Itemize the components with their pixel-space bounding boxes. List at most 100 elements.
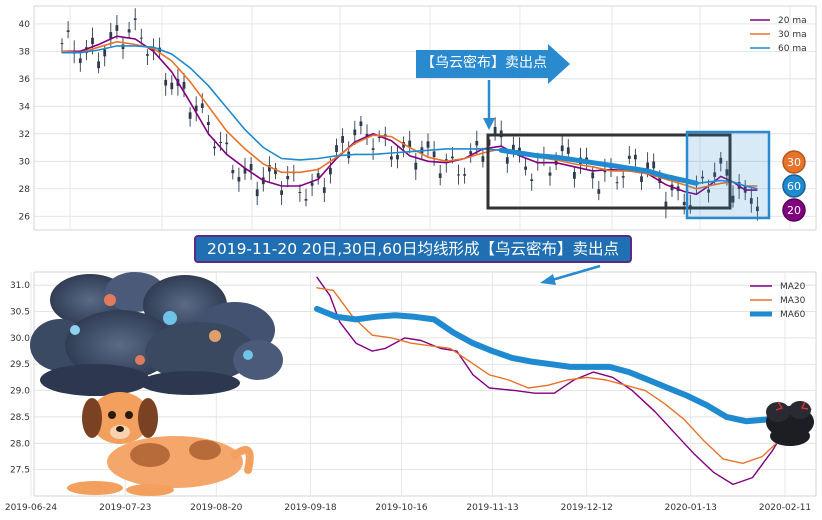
bottom-x-tick: 2019-09-18 [284, 503, 337, 513]
legend-ma20: MA20 [780, 282, 806, 292]
storm-cloud-illustration [30, 272, 283, 396]
candle-body [249, 164, 253, 171]
candle-body [109, 32, 113, 39]
candle-body [756, 206, 759, 212]
candle-body [310, 182, 314, 186]
candle-body [719, 157, 723, 164]
bottom-x-tick: 2019-10-16 [375, 503, 428, 513]
bottom-y-tick-labels: 27.5 28.0 28.5 29.0 29.5 30.0 30.5 31.0 [10, 281, 30, 475]
candle-body [396, 154, 399, 160]
top-y-tick: 40 [19, 20, 31, 30]
signal-banner: 2019-11-20 20日,30日,60日均线形成【乌云密布】卖出点 [194, 235, 632, 263]
dog-illustration [67, 392, 254, 496]
candle-body [451, 156, 454, 159]
bottom-y-tick: 29.5 [10, 360, 30, 370]
candle-body [164, 79, 168, 86]
candle-body [682, 201, 686, 206]
legend-ma30: MA30 [780, 296, 806, 306]
candle-body [438, 173, 442, 178]
top-y-tick: 32 [19, 130, 30, 140]
candle-body [701, 176, 704, 179]
candle-body [530, 179, 534, 182]
candle-body [566, 147, 570, 154]
bottom-legend: MA20 MA30 MA60 [750, 282, 806, 320]
candle-body [322, 187, 326, 193]
candle-body [634, 154, 637, 160]
candle-body [60, 43, 64, 45]
candle-body [518, 147, 521, 153]
top-y-tick: 30 [19, 157, 31, 167]
candle-body [615, 182, 619, 184]
candle-body [475, 140, 479, 146]
candle-body [243, 167, 247, 174]
candle-body [316, 173, 320, 178]
candle-body [383, 134, 387, 137]
sell-signal-arrow [416, 44, 570, 84]
bottom-x-tick: 2020-02-11 [759, 503, 811, 513]
legend-30ma: 30 ma [778, 30, 807, 40]
candle-body [341, 136, 344, 143]
candle-body [255, 189, 259, 197]
candle-body [207, 121, 210, 126]
bottom-ma-lines [314, 276, 812, 486]
candle-body [640, 176, 643, 182]
top-y-tick: 36 [19, 75, 31, 85]
candle-body [97, 61, 100, 69]
legend-20ma: 20 ma [778, 16, 807, 26]
badge-30: 30 [787, 156, 801, 169]
candle-body [115, 25, 119, 31]
candle-body [188, 112, 192, 119]
top-y-tick: 34 [19, 102, 31, 112]
candle-body [560, 145, 564, 152]
candle-body [219, 141, 222, 143]
candle-body [371, 148, 375, 150]
arrow-label: 【乌云密布】卖出点 [421, 55, 547, 71]
candle-body [231, 169, 235, 174]
down-pointer-arrow [483, 80, 495, 130]
bottom-x-tick: 2020-01-13 [665, 503, 717, 513]
candle-body [390, 156, 393, 160]
bottom-y-tick: 27.5 [10, 466, 30, 476]
bottom-ma-panel: 27.5 28.0 28.5 29.0 29.5 30.0 30.5 31.0 2019-06… [5, 264, 817, 513]
candle-body [713, 172, 717, 177]
candle-body [621, 176, 625, 178]
candle-body [658, 176, 662, 184]
bottom-x-tick: 2019-11-13 [466, 503, 518, 513]
bottom-x-tick: 2019-12-12 [561, 503, 613, 513]
candle-body [731, 195, 735, 203]
top-legend: 20 ma 30 ma 60 ma [750, 16, 807, 54]
candle-body [286, 175, 290, 180]
candle-body [512, 144, 515, 151]
bottom-x-tick: 2019-06-24 [5, 503, 58, 513]
candle-body [408, 140, 412, 148]
candle-body [707, 189, 710, 193]
candle-body [353, 129, 357, 136]
top-series-line-20ma [62, 35, 758, 196]
candle-body [749, 198, 753, 204]
candle-body [481, 156, 485, 162]
top-60ma-emphasis [498, 147, 699, 186]
candle-body [457, 174, 460, 176]
candle-body [170, 82, 174, 90]
candle-body [298, 192, 302, 194]
candle-body [304, 199, 308, 201]
candle-body [268, 165, 271, 172]
candle-body [414, 162, 418, 170]
candle-body [524, 166, 527, 170]
top-ma-lines [61, 35, 758, 196]
candle-body [274, 168, 277, 174]
candle-body [627, 155, 631, 159]
top-series-line-30ma [61, 40, 758, 190]
top-y-tick: 38 [19, 47, 31, 57]
candle-body [237, 176, 241, 182]
candle-body [133, 18, 137, 21]
top-y-tick-labels: 26 28 30 32 34 36 38 40 [19, 20, 31, 222]
candle-body [664, 201, 668, 209]
candle-body [463, 174, 466, 176]
legend-60ma: 60 ma [778, 44, 807, 54]
bottom-x-tick-labels: 2019-06-24 2019-07-23 2019-08-20 2019-09-18… [5, 503, 811, 513]
top-y-tick: 28 [19, 185, 31, 195]
signal-highlight-box [685, 130, 771, 220]
candle-body [548, 172, 552, 176]
